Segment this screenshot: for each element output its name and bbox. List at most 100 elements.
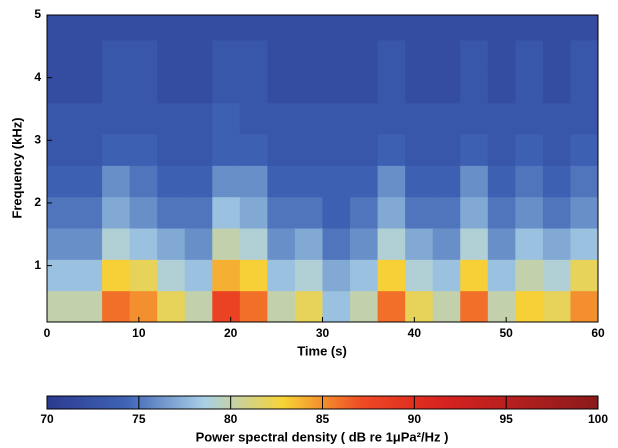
cell (239, 40, 268, 72)
cell (157, 15, 186, 41)
cell (460, 228, 489, 260)
colorbar-tick-label: 80 (224, 412, 238, 426)
cell (129, 40, 158, 72)
cell (515, 71, 544, 104)
cell (350, 228, 379, 260)
cell (515, 228, 544, 260)
cell (570, 259, 599, 292)
cell (570, 290, 599, 323)
cell (432, 40, 461, 72)
cell (460, 196, 489, 229)
cell (102, 40, 131, 72)
cell (212, 290, 241, 323)
cell (157, 102, 186, 135)
cell (267, 259, 296, 292)
cell (322, 290, 351, 323)
cell (184, 259, 213, 292)
cell (322, 228, 351, 260)
cell (405, 15, 434, 41)
cell (377, 71, 406, 104)
cell (157, 228, 186, 260)
cell (239, 102, 268, 135)
x-axis-label: Time (s) (297, 343, 347, 358)
cell (47, 71, 76, 104)
cell (267, 165, 296, 198)
cell (212, 228, 241, 260)
cell (432, 71, 461, 104)
cell (487, 259, 516, 292)
cell (570, 102, 599, 135)
x-tick-label: 50 (499, 326, 513, 340)
cell (74, 40, 103, 72)
cell (129, 134, 158, 166)
y-tick-label: 1 (34, 258, 41, 272)
cell (570, 15, 599, 41)
cell (487, 15, 516, 41)
cell (487, 290, 516, 323)
x-tick-label: 10 (132, 326, 146, 340)
cell (239, 71, 268, 104)
cell (102, 165, 131, 198)
y-tick-label: 3 (34, 132, 41, 146)
cell (267, 71, 296, 104)
cell (515, 196, 544, 229)
cell (405, 290, 434, 323)
cell (570, 40, 599, 72)
cell (212, 40, 241, 72)
cell (239, 259, 268, 292)
cell (47, 290, 76, 323)
cell (129, 196, 158, 229)
cell (542, 40, 571, 72)
cell (377, 196, 406, 229)
cell (47, 259, 76, 292)
colorbar-tick-label: 70 (40, 412, 54, 426)
cell (74, 134, 103, 166)
cell (47, 165, 76, 198)
cell (460, 40, 489, 72)
cell (322, 102, 351, 135)
spectrogram (47, 15, 599, 323)
cell (129, 259, 158, 292)
cell (212, 15, 241, 41)
cell (405, 259, 434, 292)
cell (405, 102, 434, 135)
cell (267, 15, 296, 41)
cell (432, 228, 461, 260)
cell (570, 228, 599, 260)
colorbar-tick-label: 95 (499, 412, 513, 426)
cell (102, 134, 131, 166)
colorbar-tick-label: 90 (408, 412, 422, 426)
cell (102, 259, 131, 292)
cell (74, 196, 103, 229)
cell (294, 259, 323, 292)
cell (102, 71, 131, 104)
cell (322, 259, 351, 292)
colorbar-tick-label: 100 (588, 412, 608, 426)
cell (294, 134, 323, 166)
cell (432, 15, 461, 41)
cell (157, 196, 186, 229)
y-tick-label: 4 (34, 70, 41, 84)
cell (184, 102, 213, 135)
cell (239, 134, 268, 166)
cell (212, 71, 241, 104)
cell (157, 259, 186, 292)
cell (294, 228, 323, 260)
cell (294, 102, 323, 135)
cell (515, 15, 544, 41)
cell (460, 15, 489, 41)
cell (239, 165, 268, 198)
cell (487, 71, 516, 104)
colorbar-label: Power spectral density ( dB re 1μPa²/Hz … (196, 429, 449, 444)
cell (460, 102, 489, 135)
cell (487, 134, 516, 166)
cell (350, 15, 379, 41)
x-tick-label: 0 (44, 326, 51, 340)
cell (350, 134, 379, 166)
cell (487, 40, 516, 72)
cell (47, 196, 76, 229)
cell (350, 102, 379, 135)
cell (74, 259, 103, 292)
cell (184, 290, 213, 323)
cell (184, 40, 213, 72)
